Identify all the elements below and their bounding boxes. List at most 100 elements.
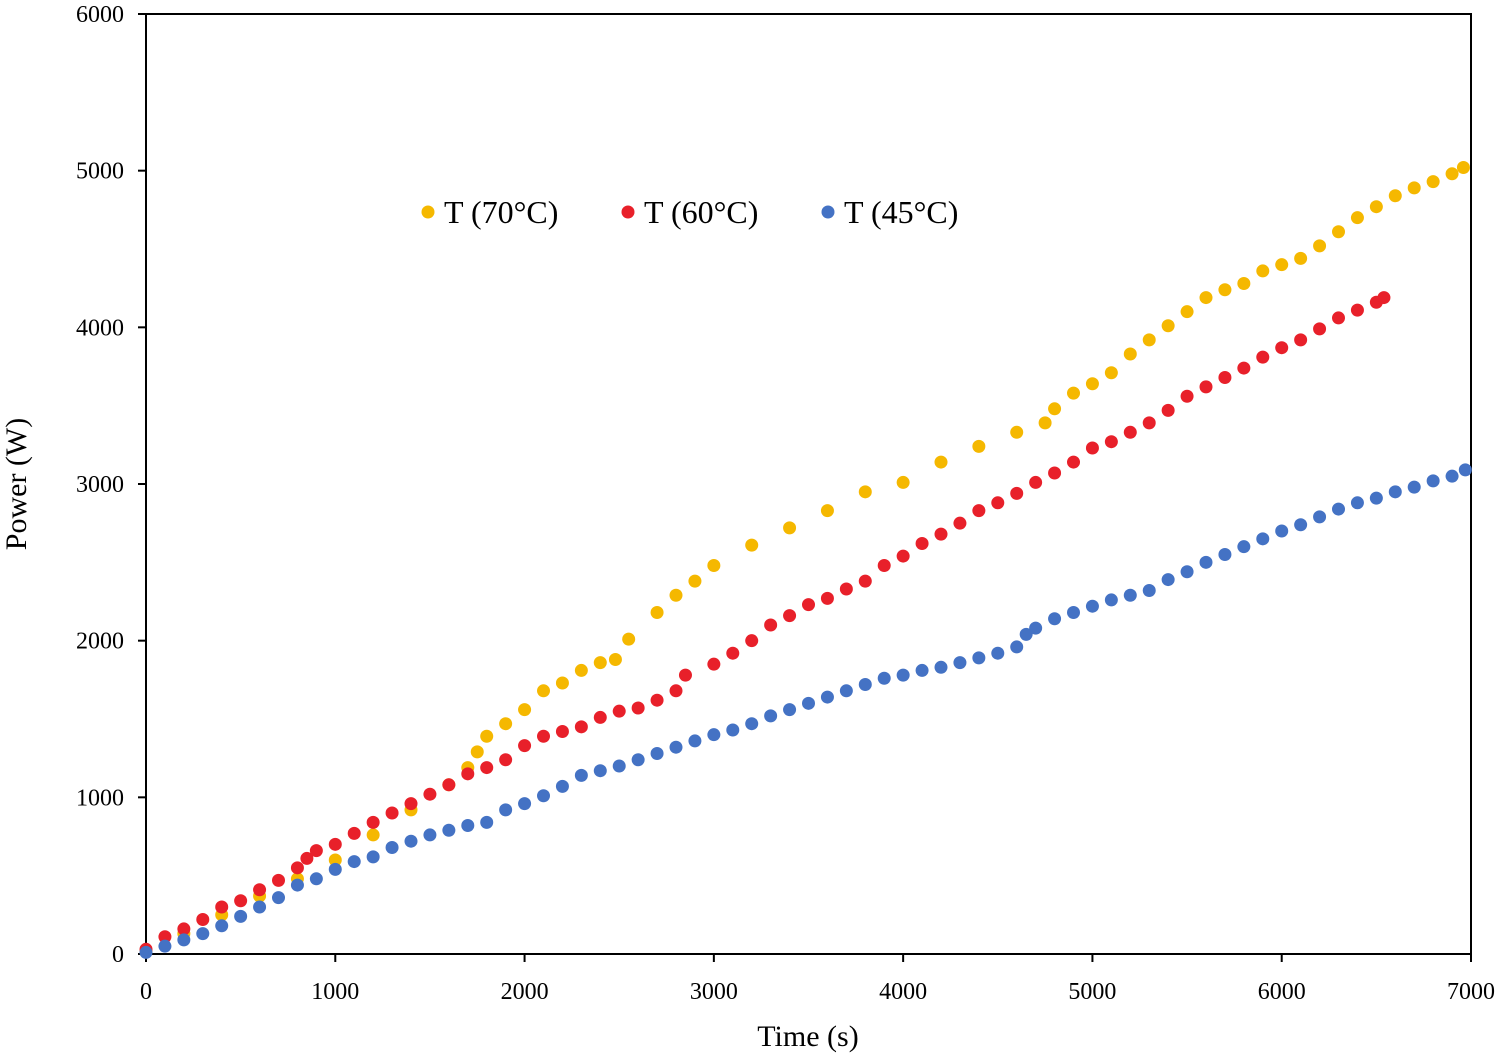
data-point	[1010, 425, 1024, 439]
data-point	[1256, 350, 1270, 364]
data-point	[802, 696, 815, 710]
data-point	[253, 883, 267, 897]
data-point	[366, 828, 380, 842]
data-point	[1142, 584, 1156, 598]
data-point	[1237, 361, 1251, 375]
data-point	[518, 739, 532, 753]
data-point	[1237, 540, 1251, 554]
data-point	[537, 684, 550, 698]
data-point	[234, 909, 248, 923]
data-point	[1142, 333, 1156, 347]
data-point	[309, 844, 323, 858]
data-point	[707, 728, 721, 742]
data-point	[972, 504, 986, 518]
data-point	[158, 930, 172, 944]
data-point	[1142, 416, 1156, 430]
legend-label: T (70°C)	[444, 194, 558, 230]
data-point	[328, 853, 342, 867]
data-point	[783, 703, 797, 717]
data-point	[1085, 441, 1099, 455]
data-point	[745, 717, 759, 731]
series-2	[139, 463, 1472, 959]
data-point	[215, 900, 229, 914]
y-tick-label: 4000	[76, 315, 124, 341]
data-point	[1048, 612, 1062, 626]
data-point	[1407, 181, 1421, 195]
data-point	[1067, 605, 1080, 619]
data-point	[1256, 532, 1270, 546]
data-point	[991, 646, 1005, 660]
data-point	[1407, 480, 1421, 494]
data-point	[1067, 455, 1080, 469]
y-tick-label: 3000	[76, 472, 124, 498]
data-point	[347, 855, 361, 869]
data-point	[555, 676, 569, 690]
data-point	[896, 668, 910, 682]
data-point	[1010, 640, 1024, 654]
data-point	[177, 922, 191, 936]
data-point	[1445, 469, 1459, 483]
data-point	[196, 927, 210, 941]
data-point	[820, 591, 834, 605]
data-point	[839, 582, 853, 596]
data-point	[1085, 599, 1099, 613]
data-point	[290, 878, 304, 892]
data-point	[272, 891, 285, 905]
data-point	[461, 819, 475, 833]
data-point	[1123, 588, 1137, 602]
data-point	[404, 797, 418, 811]
data-point	[518, 703, 532, 717]
data-point	[783, 521, 797, 535]
data-point	[442, 823, 456, 837]
y-axis: 0 1000 2000 3000 4000 5000 6000	[76, 2, 146, 968]
data-point	[593, 656, 607, 670]
data-point	[593, 764, 607, 778]
data-point	[593, 710, 607, 724]
x-tick-label: 1000	[311, 979, 359, 1005]
data-point	[915, 663, 929, 677]
data-point	[480, 815, 494, 829]
x-tick-label: 3000	[690, 979, 738, 1005]
data-point	[366, 850, 380, 864]
data-point	[1123, 425, 1137, 439]
data-point	[1218, 283, 1232, 297]
data-point	[896, 549, 910, 563]
data-point	[650, 746, 664, 760]
data-point	[745, 634, 759, 648]
data-point	[1369, 200, 1383, 214]
data-point	[423, 828, 437, 842]
data-point	[991, 496, 1005, 510]
data-point	[470, 745, 484, 759]
data-point	[858, 485, 872, 499]
data-point	[1237, 276, 1251, 290]
y-tick-label: 0	[112, 942, 124, 968]
data-point	[555, 725, 569, 739]
data-point	[612, 759, 626, 773]
data-point	[272, 873, 285, 887]
data-point	[1388, 189, 1402, 203]
data-point	[1332, 225, 1345, 239]
data-point	[366, 815, 380, 829]
data-point	[726, 646, 740, 660]
data-point	[934, 527, 948, 541]
x-axis: 0 1000 2000 3000 4000 5000 6000 7000	[140, 954, 1495, 1005]
data-point	[1369, 491, 1383, 505]
data-point	[1199, 380, 1213, 394]
y-tick-label: 5000	[76, 159, 124, 185]
data-point	[631, 753, 645, 767]
data-point	[158, 939, 172, 953]
data-point	[1275, 341, 1289, 355]
data-point	[1199, 555, 1213, 569]
y-tick-label: 2000	[76, 629, 124, 655]
data-point	[1350, 303, 1364, 317]
data-point	[177, 933, 191, 947]
data-point	[404, 834, 418, 848]
data-point	[877, 558, 891, 572]
x-tick-label: 7000	[1447, 979, 1495, 1005]
legend-label: T (45°C)	[844, 194, 958, 230]
data-point	[1294, 333, 1308, 347]
data-point	[972, 651, 986, 665]
data-point	[707, 558, 721, 572]
data-point	[1332, 502, 1345, 516]
